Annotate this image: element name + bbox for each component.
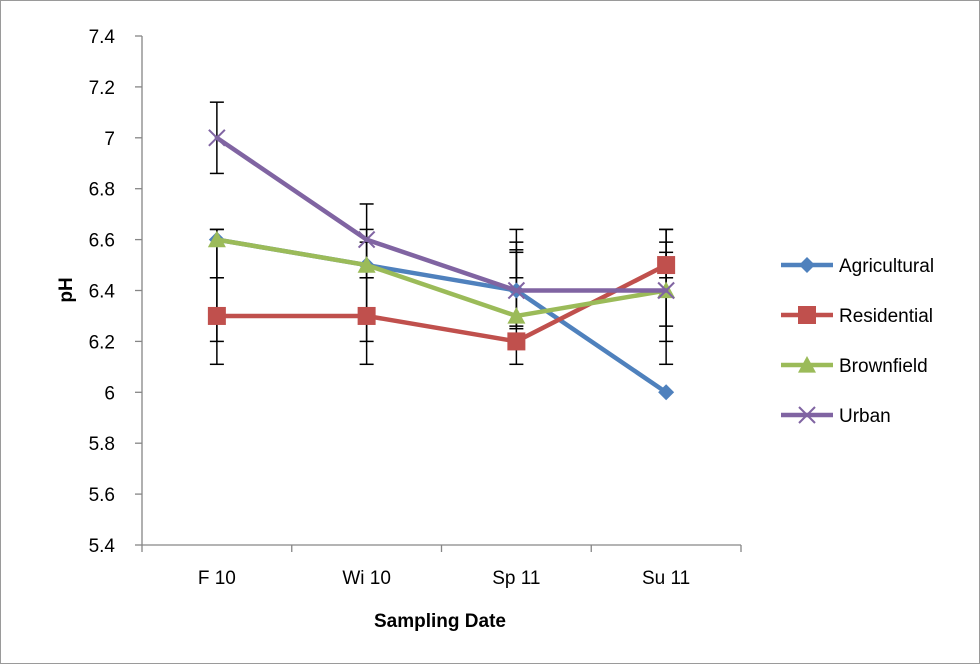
x-tick-label: Wi 10	[342, 568, 391, 589]
x-axis-title: Sampling Date	[374, 611, 506, 632]
y-tick-label: 5.6	[89, 485, 115, 506]
legend-item-urban: Urban	[781, 406, 891, 427]
series-urban	[208, 129, 675, 300]
error-bars	[209, 101, 674, 366]
marker-stroke	[657, 281, 675, 300]
legend-label-agricultural: Agricultural	[839, 256, 934, 277]
legend-label-brownfield: Brownfield	[839, 356, 928, 377]
data-point-residential	[357, 306, 376, 325]
marker-stroke	[208, 129, 226, 147]
x-tick-label: Sp 11	[492, 568, 540, 589]
data-point-brownfield	[507, 306, 526, 324]
y-tick-label: 6.8	[89, 180, 115, 201]
legend-item-brownfield: Brownfield	[781, 356, 928, 377]
data-point-brownfield	[207, 230, 226, 248]
x-tick-label: Su 11	[642, 568, 690, 589]
data-point-urban	[657, 281, 675, 300]
y-tick-label: 6.4	[89, 282, 116, 303]
data-point-urban	[357, 230, 376, 249]
data-point-brownfield	[357, 256, 376, 273]
x-tick-label: F 10	[198, 568, 236, 589]
legend-item-agricultural: Agricultural	[781, 256, 934, 277]
y-tick-label: 5.8	[89, 434, 115, 455]
legend-label-urban: Urban	[839, 406, 891, 427]
y-tick-label: 6.2	[89, 332, 115, 353]
axes: 5.4 5.6 5.8 6 6.2 6.4 6.6 6.8 7 7.2 7.4 F 10 Wi 10 Sp…	[89, 27, 742, 589]
data-point-residential	[657, 256, 676, 275]
series-line-brownfield	[214, 237, 669, 319]
y-tick-label: 7.4	[89, 27, 116, 48]
data-point-agricultural	[658, 384, 675, 401]
marker-stroke	[507, 281, 526, 300]
data-point-residential	[507, 332, 526, 351]
y-tick-label: 6	[104, 383, 115, 404]
legend-marker-brownfield	[798, 356, 816, 373]
series-residential	[207, 256, 676, 351]
legend-marker-agricultural	[799, 257, 815, 273]
y-tick-label: 7	[104, 129, 115, 150]
y-tick-label: 7.2	[89, 78, 115, 99]
legend-marker-residential	[798, 306, 816, 324]
data-point-urban	[507, 281, 526, 300]
legend-item-residential: Residential	[781, 306, 933, 327]
y-tick-label: 6.6	[89, 231, 115, 252]
marker-stroke	[357, 230, 376, 249]
marker-stroke	[798, 406, 816, 424]
legend-label-residential: Residential	[839, 306, 933, 327]
series-line-urban	[214, 135, 669, 293]
legend: Agricultural Residential Brownfield Urban	[781, 256, 934, 427]
y-tick-label: 5.4	[89, 536, 116, 557]
legend-marker-urban	[798, 406, 816, 424]
data-point-residential	[207, 306, 226, 325]
y-axis-title: pH	[56, 277, 77, 302]
data-point-urban	[208, 129, 226, 147]
series-lines	[207, 129, 676, 401]
